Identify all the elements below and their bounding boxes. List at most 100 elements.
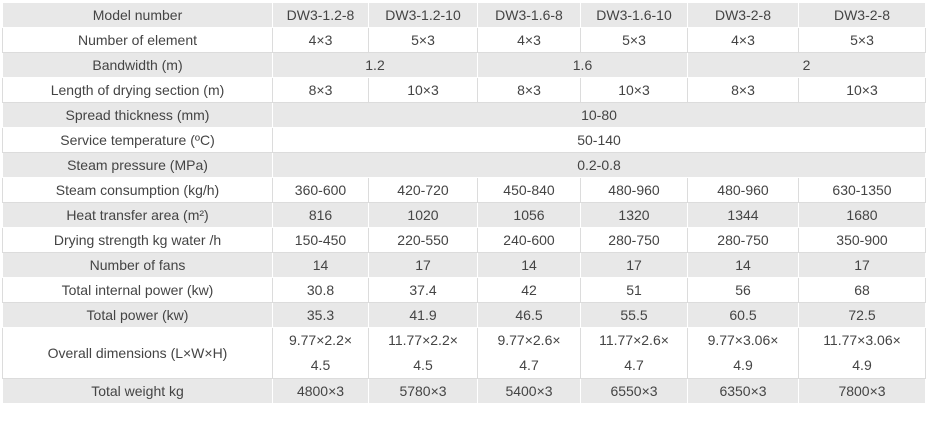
cell: 4800×3 [272, 378, 369, 404]
cell: 150-450 [272, 227, 369, 253]
row-label: Total weight kg [2, 378, 273, 404]
cell: 17 [798, 252, 926, 278]
cell-line: 9.77×2.6× [497, 332, 561, 348]
cell: 1.2 [272, 52, 478, 78]
cell: 11.77×2.2× 4.5 [368, 327, 478, 379]
cell: 35.3 [272, 302, 369, 328]
row-label: Number of fans [2, 252, 273, 278]
cell: 5780×3 [368, 378, 478, 404]
row-label: Bandwidth (m) [2, 52, 273, 78]
cell-line: 9.77×3.06× [707, 332, 779, 348]
cell: 51 [580, 277, 688, 303]
cell: 480-960 [580, 177, 688, 203]
cell: 2 [687, 52, 926, 78]
cell-line: 11.77×3.06× [823, 332, 901, 348]
header-cell: DW3-1.2-10 [368, 2, 478, 28]
row-label: Heat transfer area (m²) [2, 202, 273, 228]
cell: 1680 [798, 202, 926, 228]
cell: 9.77×3.06× 4.9 [687, 327, 799, 379]
header-cell: DW3-2-8 [687, 2, 799, 28]
cell: 0.2-0.8 [272, 152, 926, 178]
cell-line: 4.7 [624, 357, 644, 373]
cell: 72.5 [798, 302, 926, 328]
cell: 6550×3 [580, 378, 688, 404]
header-cell: DW3-1.6-8 [477, 2, 581, 28]
row: Heat transfer area (m²) 816 1020 1056 1320 13… [2, 202, 926, 228]
cell: 420-720 [368, 177, 478, 203]
cell: 14 [687, 252, 799, 278]
cell: 1.6 [477, 52, 688, 78]
row-label: Total power (kw) [2, 302, 273, 328]
row-label: Number of element [2, 27, 273, 53]
cell: 10×3 [368, 77, 478, 103]
cell: 10-80 [272, 102, 926, 128]
row: Total internal power (kw) 30.8 37.4 42 51 56 6… [2, 277, 926, 303]
cell: 14 [272, 252, 369, 278]
header-cell: Model number [2, 2, 273, 28]
cell: 11.77×3.06× 4.9 [798, 327, 926, 379]
cell: 17 [368, 252, 478, 278]
cell-line: 4.7 [519, 357, 539, 373]
cell: 6350×3 [687, 378, 799, 404]
cell: 9.77×2.2× 4.5 [272, 327, 369, 379]
cell: 41.9 [368, 302, 478, 328]
cell: 5×3 [368, 27, 478, 53]
row: Number of element 4×3 5×3 4×3 5×3 4×3 5×3 [2, 27, 926, 53]
cell: 55.5 [580, 302, 688, 328]
cell: 360-600 [272, 177, 369, 203]
cell: 11.77×2.6× 4.7 [580, 327, 688, 379]
row-label: Steam consumption (kg/h) [2, 177, 273, 203]
cell-line: 4.5 [310, 357, 331, 373]
row-label: Overall dimensions (L×W×H) [2, 327, 273, 379]
header-cell: DW3-1.2-8 [272, 2, 369, 28]
row: Spread thickness (mm) 10-80 [2, 102, 926, 128]
cell: 240-600 [477, 227, 581, 253]
cell: 816 [272, 202, 369, 228]
cell: 10×3 [798, 77, 926, 103]
cell: 280-750 [687, 227, 799, 253]
spec-table: Model number DW3-1.2-8 DW3-1.2-10 DW3-1.6-8… [2, 2, 926, 404]
cell: 60.5 [687, 302, 799, 328]
cell: 8×3 [687, 77, 799, 103]
cell: 8×3 [272, 77, 369, 103]
header-cell: DW3-2-8 [798, 2, 926, 28]
cell: 350-900 [798, 227, 926, 253]
cell: 10×3 [580, 77, 688, 103]
cell-line: 9.77×2.2× [288, 332, 353, 348]
cell: 14 [477, 252, 581, 278]
cell: 1344 [687, 202, 799, 228]
row-label: Length of drying section (m) [2, 77, 273, 103]
cell: 1320 [580, 202, 688, 228]
row: Length of drying section (m) 8×3 10×3 8×3 10… [2, 77, 926, 103]
cell: 1020 [368, 202, 478, 228]
cell: 1056 [477, 202, 581, 228]
cell: 37.4 [368, 277, 478, 303]
cell-line: 11.77×2.2× [388, 332, 458, 348]
cell: 220-550 [368, 227, 478, 253]
cell: 46.5 [477, 302, 581, 328]
cell: 8×3 [477, 77, 581, 103]
cell-line: 4.9 [733, 357, 753, 373]
cell: 4×3 [687, 27, 799, 53]
row-label: Spread thickness (mm) [2, 102, 273, 128]
cell: 9.77×2.6× 4.7 [477, 327, 581, 379]
cell: 5400×3 [477, 378, 581, 404]
row-label: Total internal power (kw) [2, 277, 273, 303]
row: Total weight kg 4800×3 5780×3 5400×3 6550×3 6… [2, 378, 926, 404]
row: Overall dimensions (L×W×H) 9.77×2.2× 4.5 11… [2, 327, 926, 379]
cell: 480-960 [687, 177, 799, 203]
cell: 4×3 [272, 27, 369, 53]
cell: 17 [580, 252, 688, 278]
row: Bandwidth (m) 1.2 1.6 2 [2, 52, 926, 78]
cell: 68 [798, 277, 926, 303]
row: Drying strength kg water /h 150-450 220-55… [2, 227, 926, 253]
cell: 5×3 [798, 27, 926, 53]
cell: 450-840 [477, 177, 581, 203]
row-label: Steam pressure (MPa) [2, 152, 273, 178]
row: Steam pressure (MPa) 0.2-0.8 [2, 152, 926, 178]
cell: 30.8 [272, 277, 369, 303]
cell: 7800×3 [798, 378, 926, 404]
cell: 56 [687, 277, 799, 303]
row: Service temperature (ºC) 50-140 [2, 127, 926, 153]
row-label: Drying strength kg water /h [2, 227, 273, 253]
